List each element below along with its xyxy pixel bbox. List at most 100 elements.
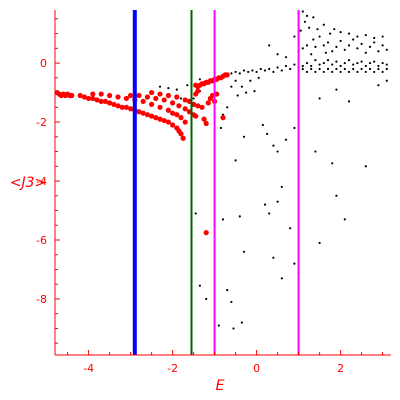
red-point-28: [161, 117, 167, 124]
red-point-68: [199, 104, 205, 110]
black-point-25: [251, 69, 254, 72]
black-point-87: [322, 44, 325, 47]
red-point-91: [224, 72, 230, 78]
red-point-30: [170, 122, 176, 128]
black-point-92: [339, 39, 342, 43]
black-point-116: [364, 33, 367, 37]
black-point-67: [373, 70, 376, 74]
black-point-161: [198, 284, 201, 287]
black-point-150: [318, 241, 321, 245]
red-series: [54, 72, 230, 236]
black-point-13: [234, 79, 237, 82]
red-point-35: [90, 91, 96, 97]
red-point-53: [161, 97, 167, 103]
red-point-19: [123, 104, 129, 110]
black-point-97: [360, 42, 363, 46]
black-point-130: [261, 123, 264, 127]
black-point-17: [249, 79, 252, 82]
black-point-128: [377, 84, 380, 87]
red-point-37: [107, 92, 113, 99]
red-point-48: [182, 119, 188, 125]
black-point-122: [301, 10, 304, 13]
black-point-63: [339, 70, 342, 74]
black-point-101: [377, 50, 380, 53]
black-point-65: [356, 70, 359, 74]
black-point-157: [240, 321, 243, 324]
black-point-100: [373, 41, 376, 44]
red-point-8: [77, 92, 83, 99]
red-point-13: [98, 98, 104, 105]
black-point-143: [343, 218, 346, 221]
red-point-46: [174, 112, 180, 118]
black-point-45: [335, 60, 338, 63]
black-point-99: [368, 45, 372, 48]
black-point-127: [347, 100, 351, 103]
black-point-78: [377, 67, 380, 71]
black-point-118: [381, 35, 384, 38]
red-point-95: [220, 115, 226, 121]
black-point-139: [331, 162, 334, 165]
black-point-129: [385, 79, 388, 82]
black-point-103: [385, 48, 388, 51]
black-point-52: [364, 64, 367, 68]
red-point-20: [128, 106, 134, 112]
black-point-0: [158, 85, 162, 88]
black-point-156: [230, 300, 233, 304]
black-point-49: [352, 63, 355, 66]
black-point-90: [331, 50, 334, 53]
black-point-160: [226, 289, 229, 292]
red-point-45: [170, 110, 176, 116]
black-point-132: [276, 150, 279, 153]
red-point-23: [140, 110, 146, 116]
red-point-24: [144, 112, 150, 118]
black-point-149: [289, 227, 292, 230]
red-point-47: [178, 115, 184, 121]
black-point-71: [318, 67, 321, 71]
black-point-91: [335, 45, 338, 48]
black-point-20: [230, 72, 233, 75]
black-point-152: [293, 262, 296, 265]
black-point-112: [333, 28, 336, 31]
y-tick-label-3: -6: [36, 234, 47, 247]
red-point-69: [201, 116, 207, 122]
black-point-117: [373, 36, 376, 40]
black-point-77: [368, 67, 372, 71]
black-point-151: [242, 250, 246, 253]
axes-frame: [54, 10, 391, 356]
black-point-93: [343, 48, 346, 51]
black-point-12: [230, 85, 233, 88]
black-point-68: [381, 70, 384, 74]
black-point-47: [343, 61, 346, 65]
red-point-10: [86, 95, 92, 102]
black-point-96: [356, 47, 359, 50]
black-point-23: [242, 69, 246, 72]
x-tick-label-2: 0: [253, 362, 260, 375]
red-point-17: [115, 103, 121, 109]
black-point-42: [322, 61, 325, 65]
red-point-52: [153, 95, 159, 102]
black-point-21: [234, 70, 237, 74]
vertical-lines: [132, 10, 300, 355]
red-point-93: [195, 88, 201, 94]
red-point-15: [107, 100, 113, 106]
black-point-16: [245, 91, 248, 94]
red-point-55: [176, 103, 182, 109]
red-point-60: [149, 89, 155, 96]
black-point-108: [312, 16, 315, 19]
black-series: [158, 10, 388, 330]
black-point-94: [347, 44, 351, 47]
black-point-29: [268, 67, 271, 71]
red-point-33: [178, 131, 184, 137]
red-point-7: [69, 92, 75, 99]
black-point-85: [314, 45, 317, 48]
red-point-22: [136, 109, 142, 115]
black-point-115: [356, 35, 359, 38]
black-point-104: [293, 35, 296, 38]
red-point-14: [102, 98, 108, 105]
black-point-70: [310, 67, 313, 71]
red-point-11: [90, 95, 96, 102]
black-point-31: [276, 66, 279, 69]
y-tick-label-4: -8: [36, 293, 47, 306]
black-point-133: [284, 138, 288, 141]
black-point-142: [335, 194, 338, 197]
